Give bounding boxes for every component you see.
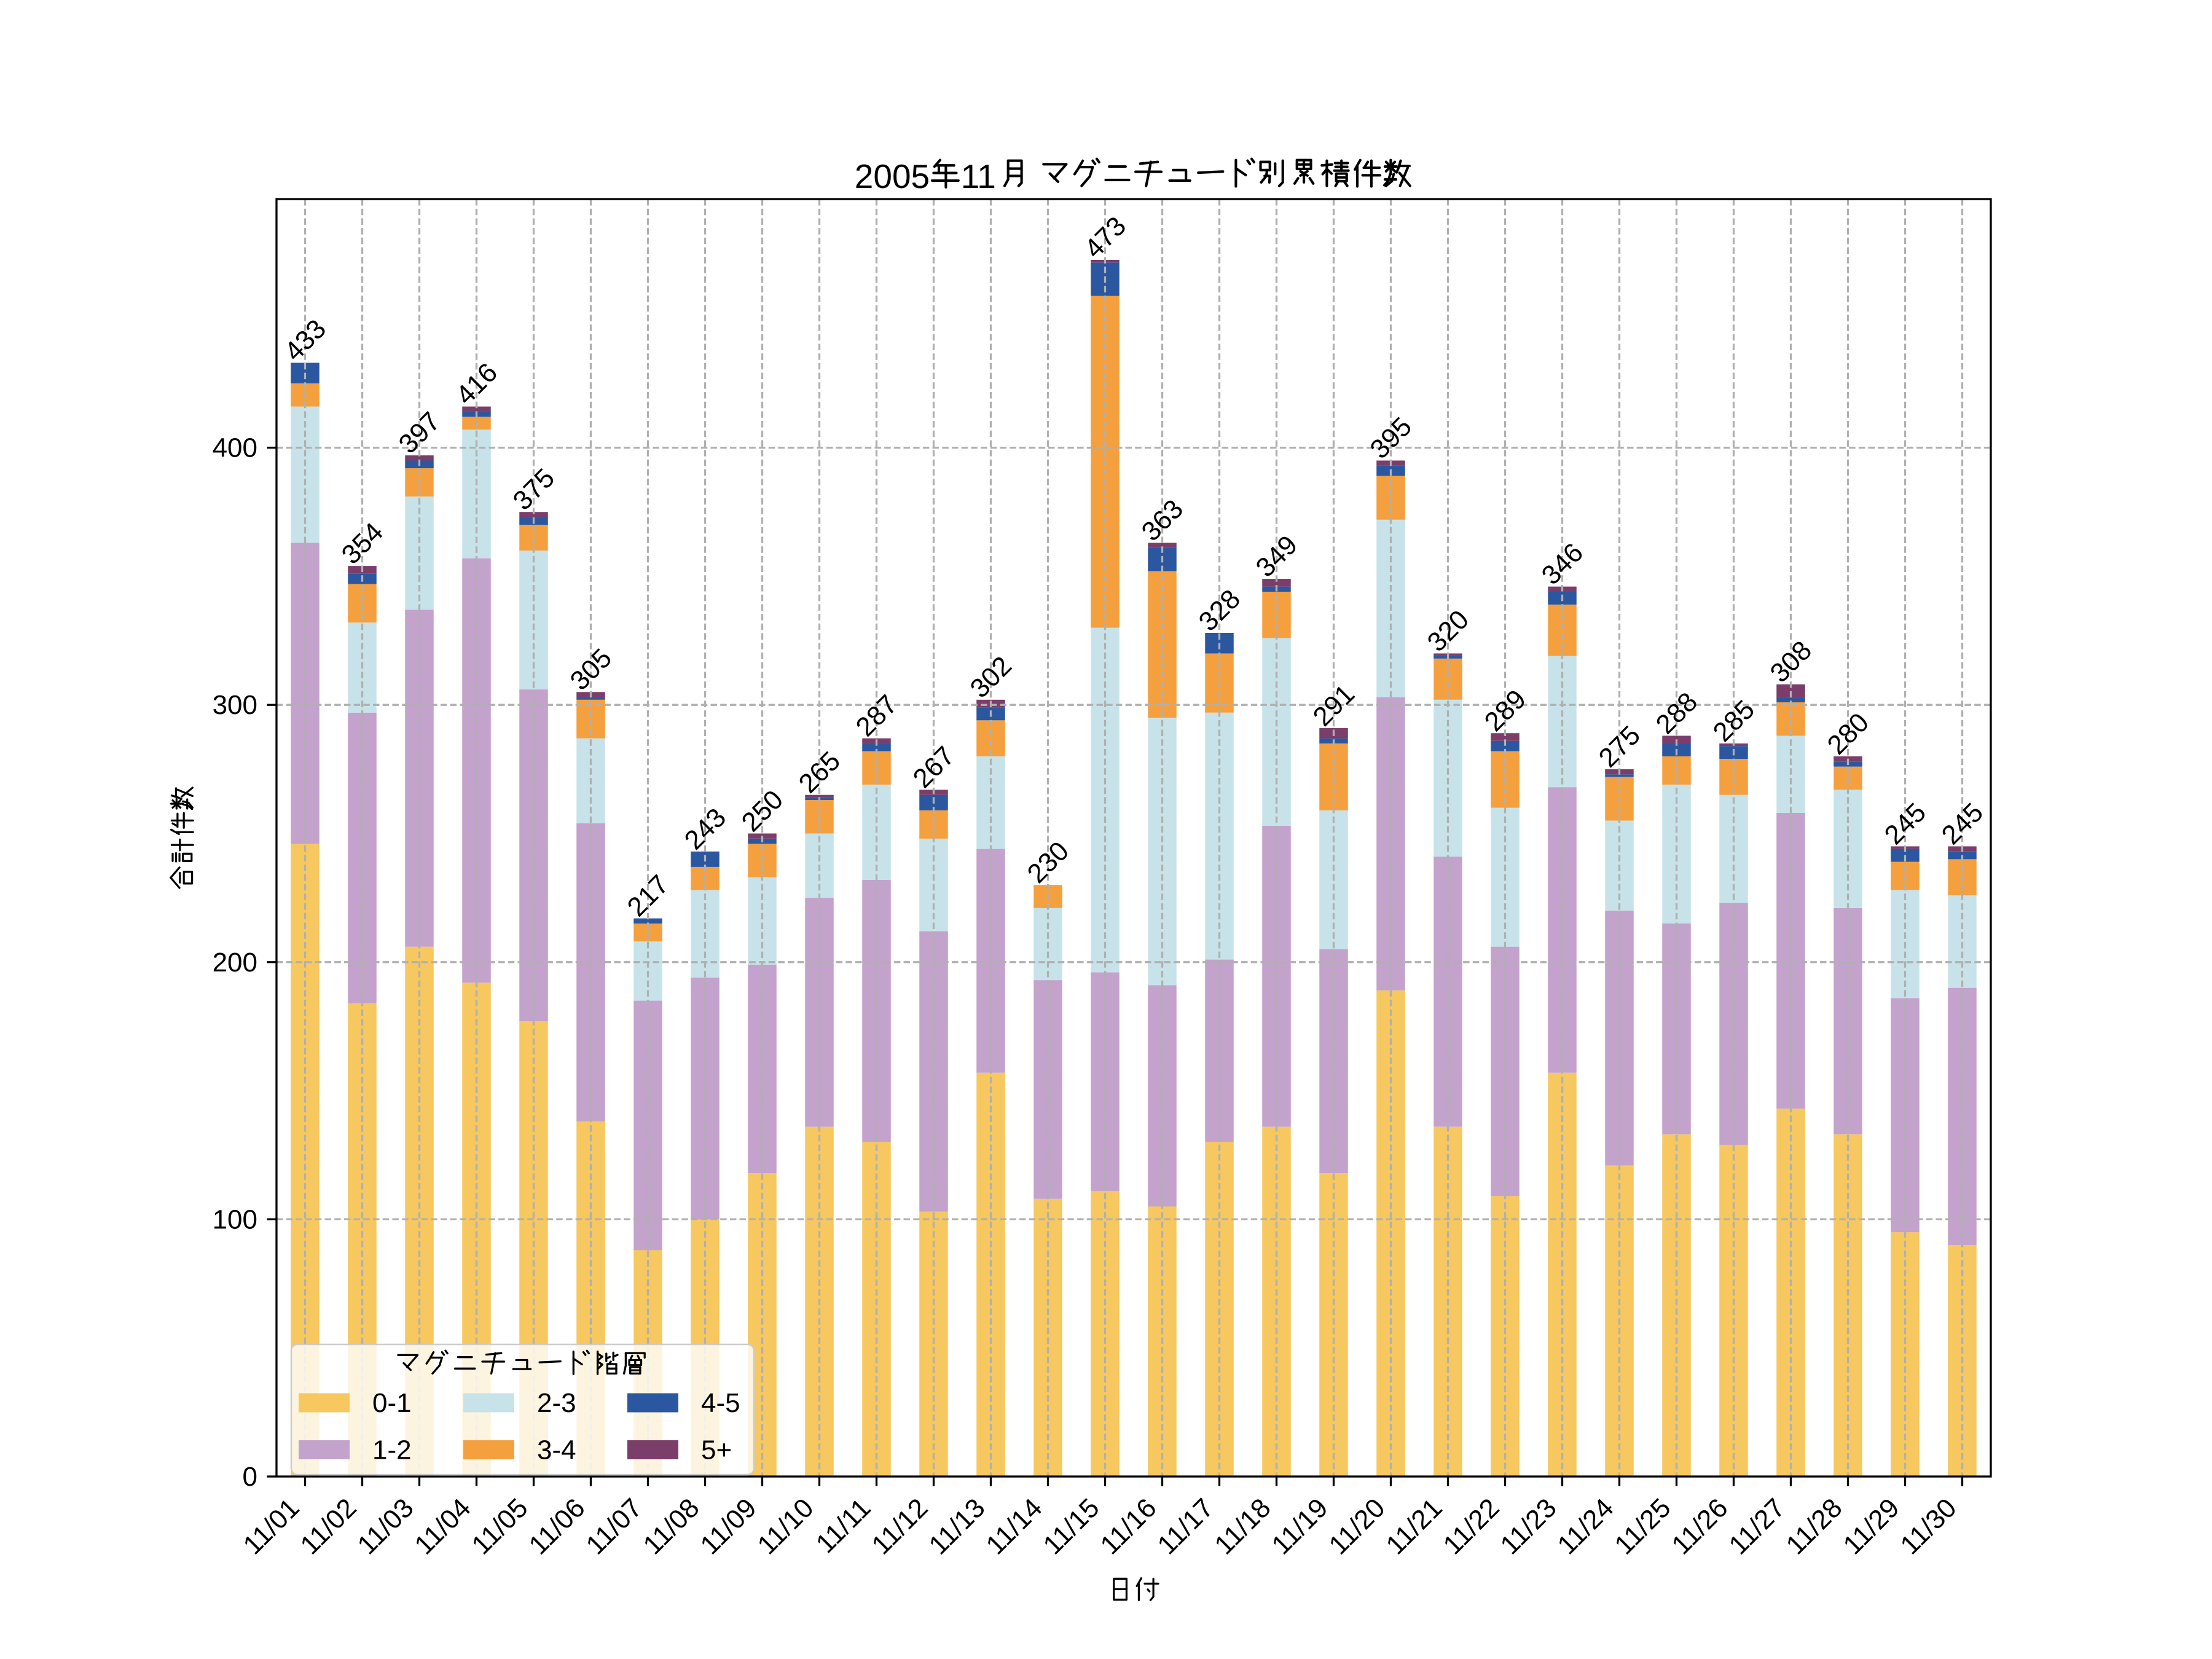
svg-text:5+: 5+ [701, 1435, 732, 1465]
svg-text:4-5: 4-5 [701, 1388, 740, 1418]
svg-text:200: 200 [213, 947, 257, 978]
svg-text:300: 300 [213, 690, 257, 720]
svg-text:2005: 2005 [855, 157, 930, 195]
svg-text:1-2: 1-2 [372, 1435, 412, 1465]
svg-text:11: 11 [961, 157, 996, 195]
svg-text:3-4: 3-4 [537, 1435, 576, 1465]
svg-text:0-1: 0-1 [372, 1388, 412, 1418]
svg-text:400: 400 [213, 433, 257, 463]
svg-text:2-3: 2-3 [537, 1388, 576, 1418]
svg-text:100: 100 [213, 1204, 257, 1234]
svg-text:0: 0 [243, 1462, 257, 1492]
